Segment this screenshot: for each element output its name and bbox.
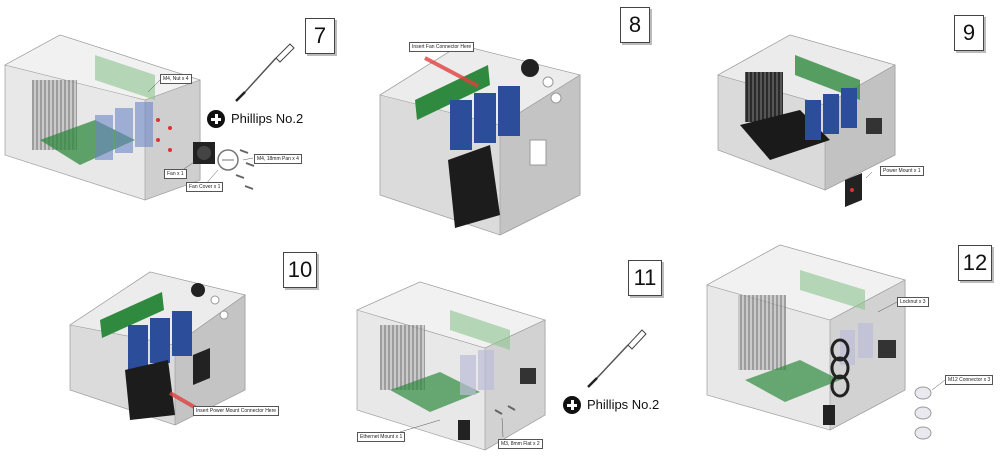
screwdriver-icon: [235, 43, 295, 102]
power-supply: [125, 360, 175, 420]
step-number-7: 7: [305, 18, 335, 54]
screwdriver-icon: [587, 329, 647, 388]
callout-ethernet: Ethernet Mount x 1: [357, 432, 406, 442]
callout-pan-screw: M4, 18mm Pan x 4: [254, 154, 302, 164]
callout-nut: M4, Nut x 4: [160, 74, 192, 84]
locknut-group: [830, 338, 850, 398]
step-number-12: 12: [958, 245, 992, 281]
heatsink: [738, 295, 786, 370]
callout-m12: M12 Connector x 3: [945, 375, 994, 385]
step-number-11: 11: [628, 260, 662, 296]
step-number-10: 10: [283, 252, 317, 288]
power-supply: [448, 145, 500, 228]
ethernet-mount: [458, 420, 470, 440]
power-mount: [193, 348, 210, 385]
connector-highlight: [424, 56, 479, 88]
callout-flat-screw: M3, 8mm Flat x 2: [498, 439, 543, 449]
step-number-8: 8: [620, 7, 650, 43]
module-stack: [95, 115, 113, 160]
callout-power-mount: Power Mount x 1: [880, 166, 924, 176]
callout-fan: Fan x 1: [164, 169, 187, 179]
callout-locknut: Locknut x 3: [897, 297, 929, 307]
step-11-illustration: [356, 281, 647, 451]
connector-highlight: [169, 391, 197, 410]
step-9-illustration: [717, 34, 896, 207]
fan-cover: [217, 149, 239, 171]
m12-connector-group: [914, 386, 932, 440]
step-12-illustration: [706, 244, 946, 440]
callout-fan-connector: Insert Fan Connector Here: [409, 42, 475, 52]
phillips-head-icon: [207, 110, 225, 128]
callout-fan-cover: Fan Cover x 1: [186, 182, 224, 192]
step-8-illustration: [379, 44, 581, 236]
phillips-head-icon: [563, 396, 581, 414]
callout-power-connector: Insert Power Mount Connector Here: [193, 406, 280, 416]
step-10-illustration: [69, 271, 246, 426]
tool-label-step-11: Phillips No.2: [587, 397, 660, 412]
step-number-9: 9: [954, 15, 984, 51]
tool-label-step-7: Phillips No.2: [231, 111, 304, 126]
heatsink: [380, 325, 425, 390]
heatsink: [745, 72, 783, 122]
step-7-illustration: [4, 34, 295, 201]
module-stack: [450, 100, 472, 150]
